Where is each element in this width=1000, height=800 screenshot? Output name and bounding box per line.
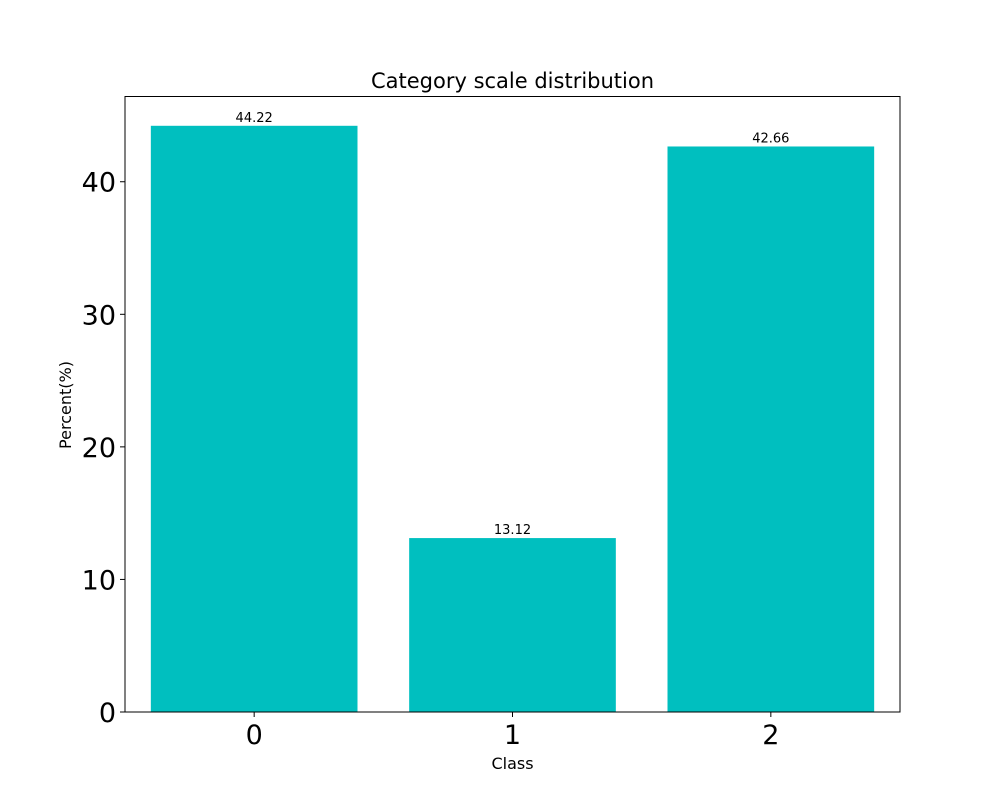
data-labels-group: 44.22 13.12 42.66 [236,111,790,538]
bar-class-1 [409,538,616,712]
y-axis-ticks: 0 10 20 30 40 [82,168,125,729]
y-tick-label-30: 30 [82,300,116,331]
y-tick-label-0: 0 [99,698,116,729]
x-axis-label: Class [491,754,533,773]
x-tick-label-1: 1 [504,720,521,751]
y-tick-label-10: 10 [82,565,116,596]
data-label-class-0: 44.22 [236,111,273,126]
y-axis-label: Percent(%) [56,361,75,449]
x-tick-label-0: 0 [246,720,263,751]
bars-group [150,125,875,713]
x-axis-ticks: 0 1 2 [246,712,779,751]
data-label-class-2: 42.66 [752,131,789,146]
data-label-class-1: 13.12 [494,523,531,538]
y-tick-label-20: 20 [82,433,116,464]
bar-class-0 [150,125,358,713]
bar-class-2 [667,146,875,713]
y-tick-label-40: 40 [82,168,116,199]
x-tick-label-2: 2 [762,720,779,751]
chart-title: Category scale distribution [371,69,654,93]
